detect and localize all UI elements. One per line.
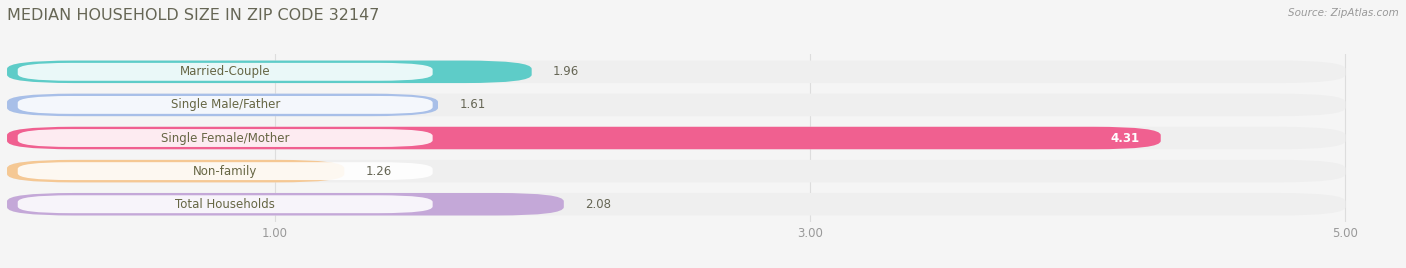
Text: Single Male/Father: Single Male/Father: [170, 98, 280, 111]
Text: Single Female/Mother: Single Female/Mother: [160, 132, 290, 144]
FancyBboxPatch shape: [18, 96, 433, 114]
Text: MEDIAN HOUSEHOLD SIZE IN ZIP CODE 32147: MEDIAN HOUSEHOLD SIZE IN ZIP CODE 32147: [7, 8, 380, 23]
Text: 2.08: 2.08: [585, 198, 612, 211]
FancyBboxPatch shape: [7, 94, 439, 116]
Text: 4.31: 4.31: [1111, 132, 1139, 144]
FancyBboxPatch shape: [7, 61, 531, 83]
Text: Married-Couple: Married-Couple: [180, 65, 270, 78]
FancyBboxPatch shape: [18, 63, 433, 81]
Text: 1.26: 1.26: [366, 165, 392, 178]
FancyBboxPatch shape: [7, 193, 564, 215]
FancyBboxPatch shape: [7, 160, 344, 183]
FancyBboxPatch shape: [7, 61, 1346, 83]
FancyBboxPatch shape: [18, 162, 433, 180]
FancyBboxPatch shape: [18, 129, 433, 147]
Text: Source: ZipAtlas.com: Source: ZipAtlas.com: [1288, 8, 1399, 18]
FancyBboxPatch shape: [18, 195, 433, 213]
FancyBboxPatch shape: [7, 160, 1346, 183]
Text: 1.96: 1.96: [553, 65, 579, 78]
FancyBboxPatch shape: [7, 127, 1346, 149]
Text: Non-family: Non-family: [193, 165, 257, 178]
Text: 1.61: 1.61: [460, 98, 485, 111]
FancyBboxPatch shape: [7, 127, 1161, 149]
FancyBboxPatch shape: [7, 193, 1346, 215]
FancyBboxPatch shape: [7, 94, 1346, 116]
Text: Total Households: Total Households: [176, 198, 276, 211]
